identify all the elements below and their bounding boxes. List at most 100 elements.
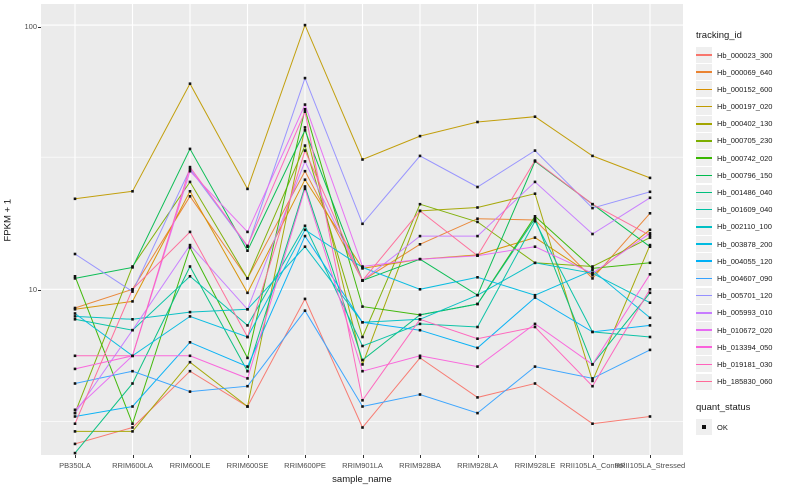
- data-point: [73, 411, 77, 415]
- line-swatch-icon: [696, 105, 712, 108]
- data-point: [361, 358, 364, 362]
- data-point: [418, 356, 422, 360]
- data-point: [591, 154, 594, 158]
- data-point: [418, 393, 422, 396]
- data-point: [188, 360, 192, 364]
- data-point: [648, 291, 652, 295]
- data-point: [533, 215, 537, 218]
- data-point: [303, 110, 307, 113]
- data-point: [648, 243, 652, 247]
- data-point: [533, 192, 537, 195]
- legend-label: Hb_000197_020: [717, 102, 773, 112]
- data-point: [246, 365, 249, 368]
- data-point: [361, 399, 364, 402]
- data-point: [361, 405, 364, 408]
- legend-item-Hb_000023_300: Hb_000023_300: [696, 47, 772, 63]
- legend-label: Hb_000796_150: [717, 170, 773, 180]
- legend-key-line: [696, 339, 712, 356]
- data-point: [476, 120, 479, 124]
- data-point: [533, 382, 537, 385]
- data-point: [591, 277, 594, 280]
- data-point: [533, 261, 537, 265]
- x-tick-mark: [477, 455, 479, 458]
- data-point: [361, 305, 364, 308]
- legend-item-Hb_019181_030: Hb_019181_030: [696, 356, 772, 373]
- data-point: [303, 234, 307, 238]
- legend-key-line: [696, 132, 712, 149]
- data-point: [73, 367, 77, 371]
- data-point: [188, 275, 192, 278]
- data-point: [476, 185, 479, 189]
- legend-items: Hb_000023_300 Hb_000069_640 Hb_000152_600 H…: [696, 47, 772, 391]
- data-point: [131, 422, 134, 425]
- data-point: [246, 291, 249, 295]
- data-point: [131, 382, 134, 385]
- data-point: [533, 322, 537, 326]
- x-tick-label-RRIM600LA: RRIM600LA: [112, 461, 153, 470]
- line-swatch-icon: [696, 122, 712, 125]
- line-swatch-icon: [696, 329, 712, 331]
- legend-key-line: [696, 236, 712, 253]
- legend-key-line: [696, 304, 712, 321]
- data-point: [303, 129, 307, 132]
- data-point: [188, 165, 192, 169]
- data-point: [476, 206, 479, 209]
- line-swatch-icon: [696, 140, 712, 142]
- data-point: [591, 267, 594, 270]
- data-point: [591, 265, 594, 268]
- data-point: [188, 369, 192, 373]
- data-point: [246, 308, 249, 311]
- data-point: [476, 411, 479, 415]
- data-point: [648, 236, 652, 239]
- x-tick-label-RRIM928LA: RRIM928LA: [457, 461, 498, 470]
- line-swatch-icon: [696, 157, 712, 159]
- data-point: [188, 390, 192, 393]
- data-point: [476, 254, 479, 257]
- data-point: [303, 126, 307, 129]
- data-point: [648, 288, 652, 291]
- data-point: [418, 318, 422, 321]
- legend-key-line: [696, 373, 712, 390]
- legend-key-line: [696, 184, 712, 201]
- legend-label: Hb_002110_100: [717, 222, 772, 232]
- data-point: [303, 245, 307, 248]
- legend-item-Hb_000152_600: Hb_000152_600: [696, 81, 773, 98]
- data-point: [73, 354, 77, 358]
- data-point: [188, 230, 192, 234]
- data-point: [591, 274, 594, 277]
- x-tick-label-RRIM600SE: RRIM600SE: [226, 461, 269, 470]
- line-swatch-icon: [696, 277, 712, 280]
- data-point: [533, 219, 537, 223]
- data-point: [303, 169, 307, 173]
- y-tick-mark: [38, 290, 41, 291]
- legend-label: Hb_004055_120: [717, 256, 773, 266]
- data-point: [591, 363, 594, 366]
- legend-item-Hb_004607_090: Hb_004607_090: [696, 270, 772, 287]
- data-point: [303, 228, 307, 232]
- data-point: [73, 275, 77, 278]
- legend-label: Hb_000152_600: [717, 84, 773, 94]
- x-tick-label-RRII105LA_Control: RRII105LA_Control: [559, 461, 626, 470]
- x-tick-mark: [650, 455, 651, 458]
- data-point: [303, 185, 307, 188]
- data-point: [361, 426, 364, 429]
- data-point: [418, 202, 422, 206]
- data-point: [303, 149, 307, 152]
- line-swatch-icon: [696, 54, 712, 56]
- data-point: [73, 308, 77, 311]
- x-tick-mark: [535, 455, 536, 458]
- x-tick-mark: [190, 455, 191, 458]
- data-point: [476, 220, 479, 224]
- data-point: [533, 296, 537, 299]
- data-point: [73, 252, 77, 256]
- data-point: [361, 335, 364, 339]
- data-point: [476, 325, 479, 329]
- line-swatch-icon: [696, 191, 712, 194]
- data-point: [533, 293, 537, 297]
- data-point: [131, 369, 134, 373]
- legend-key-line: [696, 47, 712, 63]
- legend-label: Hb_001609_040: [717, 205, 773, 215]
- legend-key-line: [696, 64, 712, 81]
- plot-canvas: [41, 4, 683, 455]
- data-point: [591, 384, 594, 388]
